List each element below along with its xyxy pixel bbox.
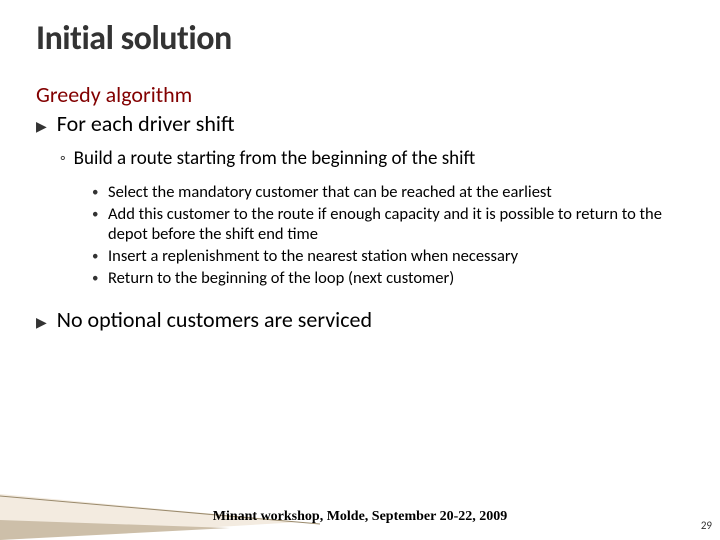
bullet-dot-icon: • xyxy=(92,249,100,264)
l3-text: Select the mandatory customer that can b… xyxy=(108,182,552,203)
list-item-l2: ◦ Build a route starting from the beginn… xyxy=(60,147,684,170)
list-item-l3: • Return to the beginning of the loop (n… xyxy=(92,268,684,289)
list-item-l3: • Select the mandatory customer that can… xyxy=(92,182,684,203)
l3-text: Add this customer to the route if enough… xyxy=(108,204,684,245)
l1-text: For each driver shift xyxy=(57,110,235,137)
subtitle: Greedy algorithm xyxy=(36,81,684,108)
list-item-l3: • Add this customer to the route if enou… xyxy=(92,204,684,245)
circle-open-icon: ◦ xyxy=(60,149,66,168)
bullet-dot-icon: • xyxy=(92,185,100,200)
l2-text: Build a route starting from the beginnin… xyxy=(74,147,476,170)
page-number: 29 xyxy=(701,519,712,532)
bullet-dot-icon: • xyxy=(92,207,100,222)
l3-text: Return to the beginning of the loop (nex… xyxy=(108,268,454,289)
list-item-l3: • Insert a replenishment to the nearest … xyxy=(92,246,684,267)
bullet-dot-icon: • xyxy=(92,271,100,286)
list-item-l1: ▶ No optional customers are serviced xyxy=(36,306,684,333)
page-title: Initial solution xyxy=(36,18,684,59)
l3-text: Insert a replenishment to the nearest st… xyxy=(108,246,518,267)
footer-text: Minant workshop, Molde, September 20-22,… xyxy=(0,509,720,525)
footer: Minant workshop, Molde, September 20-22,… xyxy=(0,484,720,540)
l1-text: No optional customers are serviced xyxy=(57,306,372,333)
triangle-right-icon: ▶ xyxy=(36,314,47,331)
l3-group: • Select the mandatory customer that can… xyxy=(92,178,684,288)
list-item-l1: ▶ For each driver shift xyxy=(36,110,684,137)
triangle-right-icon: ▶ xyxy=(36,118,47,135)
slide: Initial solution Greedy algorithm ▶ For … xyxy=(0,0,720,540)
